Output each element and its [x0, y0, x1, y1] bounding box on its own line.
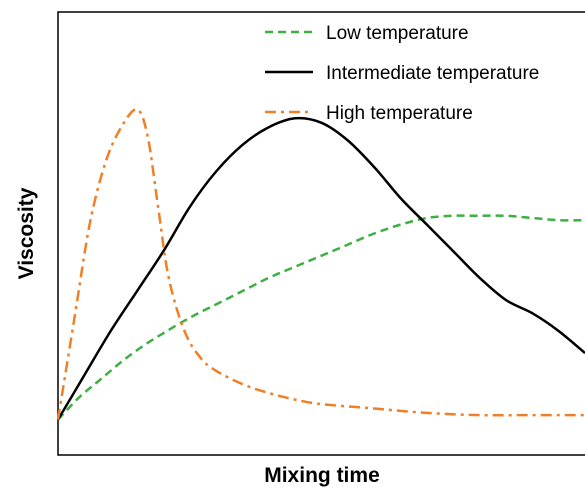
plot-frame — [57, 11, 585, 456]
series-line-high-temperature — [56, 108, 585, 420]
legend-entry-high-temperature: High temperature — [265, 103, 473, 124]
series-layer — [56, 108, 585, 421]
legend: Low temperature Intermediate temperature H… — [265, 23, 539, 124]
x-axis-title: Mixing time — [264, 464, 380, 487]
legend-label: High temperature — [326, 103, 473, 124]
legend-entry-low-temperature: Low temperature — [265, 23, 469, 44]
series-line-intermediate-temperature — [56, 116, 585, 421]
legend-label: Low temperature — [326, 23, 469, 44]
legend-entry-intermediate-temperature: Intermediate temperature — [265, 63, 539, 84]
series-line-low-temperature — [57, 214, 585, 421]
plot-area — [56, 11, 585, 456]
legend-label: Intermediate temperature — [326, 63, 539, 84]
y-axis-title: Viscosity — [15, 187, 38, 279]
